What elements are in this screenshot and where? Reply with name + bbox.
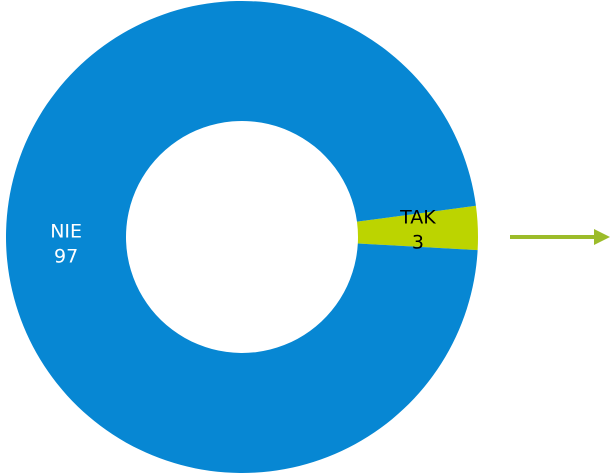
slice-label-value: 3 xyxy=(412,232,424,254)
donut-slice xyxy=(356,205,478,251)
donut-slice xyxy=(5,1,478,474)
arrow xyxy=(510,229,610,245)
slice-label-name: TAK xyxy=(399,207,436,229)
slice-label-value: 97 xyxy=(54,245,78,267)
arrow-head xyxy=(594,229,610,245)
slice-label-name: NIE xyxy=(50,220,82,242)
